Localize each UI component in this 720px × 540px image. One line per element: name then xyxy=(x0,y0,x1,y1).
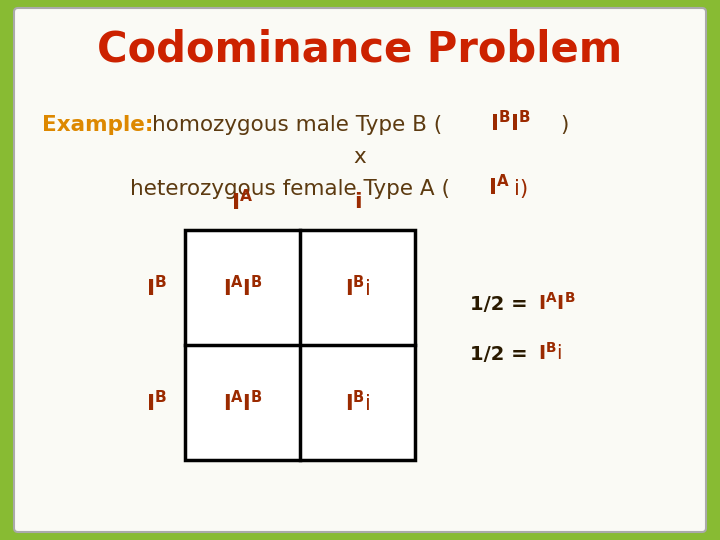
Text: $\mathbf{I}^{\mathbf{A}}$: $\mathbf{I}^{\mathbf{A}}$ xyxy=(231,190,253,214)
Text: $\mathbf{I}^{\mathbf{A}}\mathbf{I}^{\mathbf{B}}$: $\mathbf{I}^{\mathbf{A}}\mathbf{I}^{\mat… xyxy=(222,275,263,300)
Text: homozygous male Type B (: homozygous male Type B ( xyxy=(152,115,442,135)
Text: $\mathbf{I}^{\mathbf{A}}\mathbf{I}^{\mathbf{B}}$: $\mathbf{I}^{\mathbf{A}}\mathbf{I}^{\mat… xyxy=(222,390,263,415)
Text: x: x xyxy=(354,147,366,167)
Text: $\mathbf{I}^{\mathbf{B}}$: $\mathbf{I}^{\mathbf{B}}$ xyxy=(146,390,168,415)
Bar xyxy=(185,230,415,460)
Text: 1/2 =: 1/2 = xyxy=(470,346,534,365)
Text: Example:: Example: xyxy=(42,115,153,135)
Text: ): ) xyxy=(560,115,568,135)
Text: heterozygous female Type A (: heterozygous female Type A ( xyxy=(130,179,450,199)
Text: $\mathbf{I}^{\mathbf{B}}$i: $\mathbf{I}^{\mathbf{B}}$i xyxy=(345,390,370,415)
Text: i): i) xyxy=(514,179,528,199)
Text: 1/2 =: 1/2 = xyxy=(470,295,534,314)
FancyBboxPatch shape xyxy=(14,8,706,532)
Text: i: i xyxy=(354,192,361,212)
Text: $\mathbf{I}^{\mathbf{A}}$: $\mathbf{I}^{\mathbf{A}}$ xyxy=(488,174,510,200)
Text: Codominance Problem: Codominance Problem xyxy=(97,29,623,71)
Text: $\mathbf{I}^{\mathbf{A}}\mathbf{I}^{\mathbf{B}}$: $\mathbf{I}^{\mathbf{A}}\mathbf{I}^{\mat… xyxy=(538,292,575,314)
Text: $\mathbf{I}^{\mathbf{B}}$i: $\mathbf{I}^{\mathbf{B}}$i xyxy=(345,275,370,300)
Text: $\mathbf{I}^{\mathbf{B}}$: $\mathbf{I}^{\mathbf{B}}$ xyxy=(146,275,168,300)
Text: $\mathbf{I}^{\mathbf{B}}$i: $\mathbf{I}^{\mathbf{B}}$i xyxy=(538,342,562,364)
Bar xyxy=(185,230,415,460)
Text: $\mathbf{I}^{\mathbf{B}}\mathbf{I}^{\mathbf{B}}$: $\mathbf{I}^{\mathbf{B}}\mathbf{I}^{\mat… xyxy=(490,110,531,136)
